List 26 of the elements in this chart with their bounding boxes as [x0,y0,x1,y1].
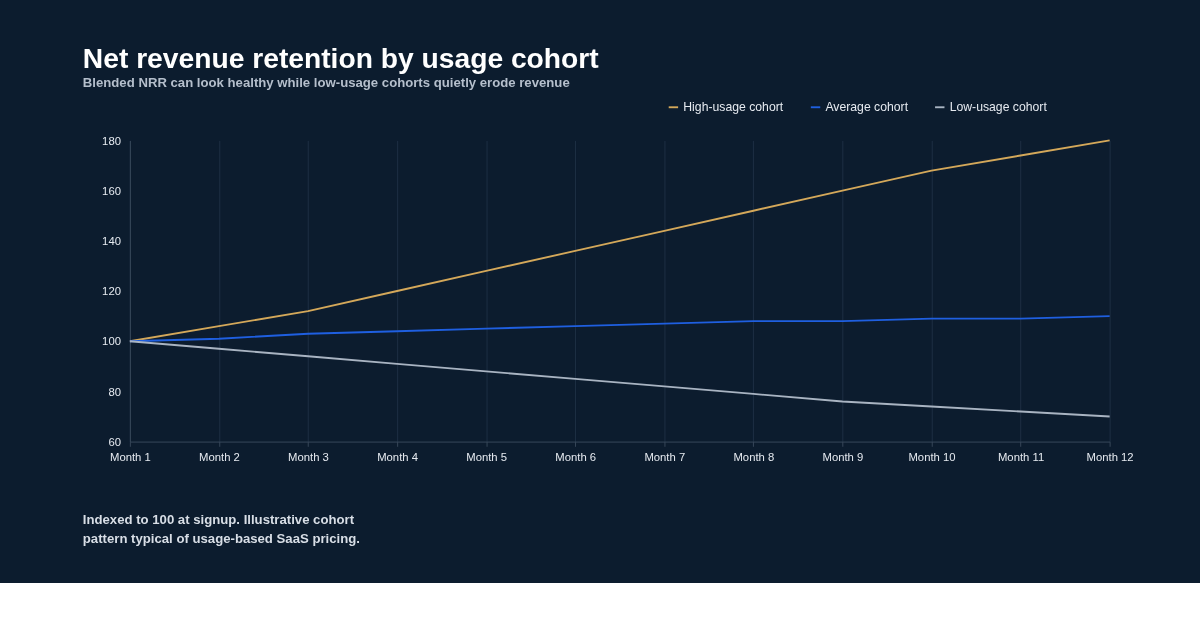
x-tick-label: Month 5 [466,450,508,463]
x-tick-label: Month 9 [822,450,864,463]
y-tick-label: 100 [102,335,121,348]
y-tick-label: 120 [102,285,121,298]
line-series [128,340,1111,418]
y-tick-label: 80 [108,385,121,398]
x-tick-label: Month 7 [644,450,686,463]
x-tick-label: Month 11 [997,450,1045,463]
legend-label: High-usage cohort [683,100,784,115]
y-tick-label: 60 [108,435,121,448]
legend-label: Low-usage cohort [949,100,1048,115]
y-tick-label: 160 [102,184,121,197]
legend-label: Average cohort [825,100,909,115]
x-tick-label: Month 2 [199,450,240,463]
x-tick-label: Month 8 [733,450,775,463]
x-tick-label: Month 10 [908,450,956,463]
x-tick-label: Month 3 [288,450,329,463]
chart-title: Net revenue retention by usage cohort [82,41,600,74]
x-tick-label: Month 6 [555,450,597,463]
x-tick-label: Month 1 [109,450,151,463]
chart-subtitle: Blended NRR can look healthy while low-usage cohorts quietly erode revenue [82,74,570,90]
y-tick-label: 140 [102,235,121,248]
x-tick-label: Month 4 [377,450,418,463]
text: Indexed to 100 at signup. Illustrative cohort pattern typical of usage-based SaaS pricing. [82,512,360,547]
x-tick-label: Month 12 [1086,450,1134,463]
y-tick-label: 180 [102,134,121,147]
